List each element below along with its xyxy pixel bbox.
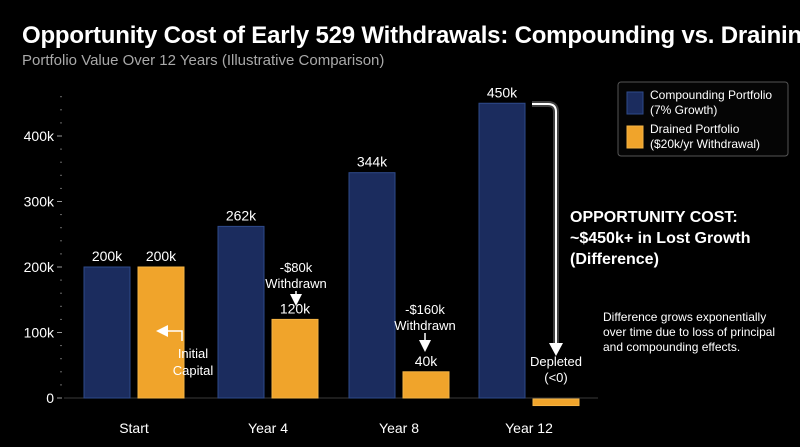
y-tick-label: 200k — [24, 259, 55, 275]
y-tick-label: 100k — [24, 325, 55, 341]
opportunity-arrow-head — [549, 343, 563, 356]
legend-label: Drained Portfolio — [650, 122, 740, 136]
difference-note: over time due to loss of principal — [603, 325, 775, 339]
difference-note: Difference grows exponentially — [603, 310, 766, 324]
chart-title: Opportunity Cost of Early 529 Withdrawal… — [22, 22, 800, 49]
x-tick-label: Year 12 — [505, 420, 553, 436]
withdrawn-year4-label: Withdrawn — [265, 276, 326, 291]
chart-subtitle: Portfolio Value Over 12 Years (Illustrat… — [22, 52, 385, 69]
depleted-label: (<0) — [544, 370, 567, 385]
annotations-group: InitialCapital-$80kWithdrawn-$160kWithdr… — [156, 101, 775, 385]
withdrawn-year8-label: Withdrawn — [394, 318, 455, 333]
legend-label: (7% Growth) — [650, 103, 717, 117]
legend-swatch-compounding — [626, 91, 644, 115]
initial-capital-label: Initial — [178, 346, 208, 361]
y-tick-label: 400k — [24, 128, 55, 144]
legend-label: ($20k/yr Withdrawal) — [650, 137, 760, 151]
legend-label: Compounding Portfolio — [650, 88, 772, 102]
legend-swatch-drained — [626, 125, 644, 149]
bar-value-label: 262k — [226, 207, 257, 223]
bar-value-label: 200k — [92, 248, 123, 264]
depleted-label: Depleted — [530, 354, 582, 369]
opportunity-arrow — [532, 103, 557, 343]
x-axis: Start Year 4 Year 8 Year 12 — [119, 420, 553, 436]
bar-value-label: 40k — [415, 353, 439, 369]
bar-value-label: 120k — [280, 300, 311, 316]
x-tick-label: Year 4 — [248, 420, 288, 436]
initial-capital-arrow — [156, 325, 183, 341]
bars-group — [83, 102, 580, 407]
y-tick-label: 0 — [46, 390, 54, 406]
withdrawn-year4-label: -$80k — [280, 260, 313, 275]
bar-value-label: 450k — [487, 84, 518, 100]
bar-drained-year-8 — [402, 371, 450, 399]
legend-box — [617, 81, 789, 157]
bar-compounding-start — [83, 266, 131, 399]
x-tick-label: Year 8 — [379, 420, 419, 436]
bar-drained-year-4 — [271, 318, 319, 399]
opportunity-cost-label: OPPORTUNITY COST: — [570, 209, 738, 226]
bar-compounding-year-12 — [478, 102, 526, 399]
withdrawn-year8-label: -$160k — [405, 302, 445, 317]
bar-compounding-year-4 — [217, 225, 265, 399]
bar-drained-start — [137, 266, 185, 399]
difference-note: and compounding effects. — [603, 340, 740, 354]
legend: Compounding Portfolio(7% Growth) Drained … — [617, 81, 789, 157]
bar-compounding-year-8 — [348, 172, 396, 399]
bar-value-label: 200k — [146, 248, 177, 264]
opportunity-cost-label: ~$450k+ in Lost Growth — [570, 230, 751, 247]
opportunity-cost-label: (Difference) — [570, 251, 659, 268]
bar-drained-year-12 — [532, 398, 580, 407]
initial-capital-label: Capital — [173, 363, 214, 378]
y-tick-label: 300k — [24, 194, 55, 210]
x-tick-label: Start — [119, 420, 149, 436]
opportunity-arrow-glow — [532, 101, 559, 343]
bar-value-label: 344k — [357, 154, 388, 170]
data-labels-group: 200k 262k 344k 450k 200k 120k 40k — [92, 84, 518, 369]
